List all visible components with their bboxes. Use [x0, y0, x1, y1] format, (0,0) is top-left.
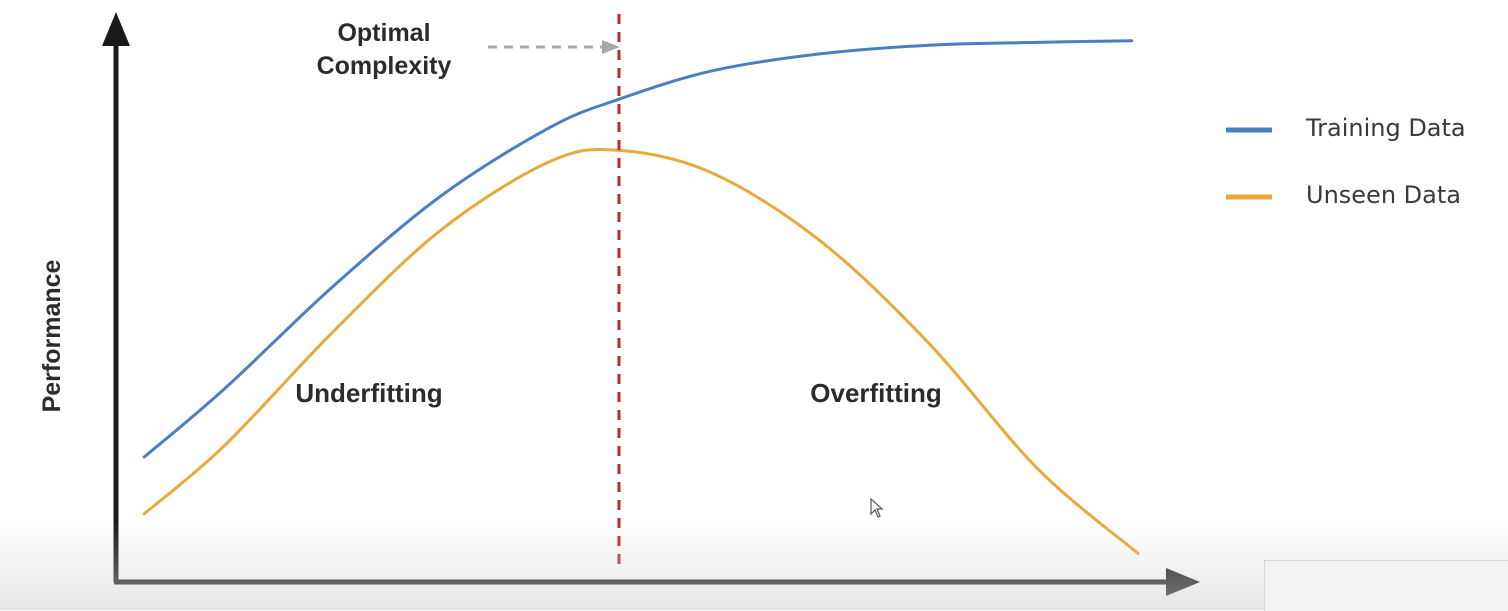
mouse-cursor-icon [870, 498, 884, 518]
corner-panel [1264, 560, 1508, 611]
legend-label-unseen: Unseen Data [1306, 181, 1461, 209]
legend-item-unseen: Unseen Data [1226, 181, 1461, 209]
optimal-label-line2: Complexity [317, 52, 452, 80]
series-line-unseen [142, 147, 1140, 556]
y-axis-arrow [102, 12, 130, 46]
legend-item-training: Training Data [1226, 114, 1466, 142]
axes [102, 12, 1200, 596]
y-axis-label: Performance [38, 259, 66, 412]
optimal-label-line1: Optimal [337, 19, 430, 47]
series-line-training [142, 39, 1134, 459]
series-layer [142, 39, 1140, 556]
x-axis-arrow [1166, 568, 1200, 596]
underfitting-label: Underfitting [295, 378, 442, 408]
legend: Training Data Unseen Data [1226, 114, 1466, 209]
optimal-arrow [488, 40, 620, 54]
legend-label-training: Training Data [1305, 114, 1466, 142]
overfitting-label: Overfitting [810, 378, 941, 408]
